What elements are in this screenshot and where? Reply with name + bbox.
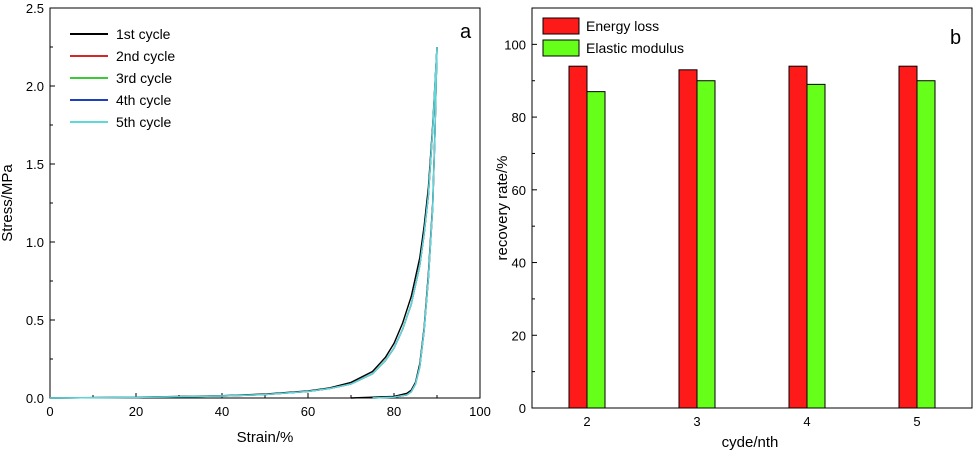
legend-swatch-energy-loss: [542, 17, 580, 35]
panel-b-x-axis-label: cyde/nth: [722, 434, 779, 451]
panel-b-bars-group: [568, 65, 936, 409]
legend-label-cycle-3: 3rd cycle: [116, 70, 172, 86]
panel-a-y-tick-label: 0.5: [26, 313, 44, 328]
panel-a-y-tick-label: 2.0: [26, 79, 44, 94]
panel-b-legend: Energy loss Elastic modulus: [542, 17, 684, 57]
panel-b-x-axis: 2 3 4 5: [583, 403, 921, 429]
panel-a-x-axis: 0 20 40 60 80 100: [46, 393, 491, 419]
bar-elastic-modulus-cycle-2: [586, 91, 606, 409]
panel-b-y-tick-label: 0: [519, 401, 526, 416]
panel-b-y-tick-label: 20: [512, 328, 526, 343]
panel-b-y-axis: 0 20 40 60 80 100: [504, 37, 537, 416]
series-line-cycle-4: [49, 46, 438, 399]
panel-a-y-tick-label: 2.5: [26, 1, 44, 16]
panel-a-y-tick-label: 0.0: [26, 391, 44, 406]
panel-a-x-tick-label: 0: [46, 404, 53, 419]
panel-a-label: a: [460, 21, 472, 43]
bar-energy-loss-cycle-5: [898, 65, 918, 409]
panel-b-x-tick-label: 3: [693, 414, 700, 429]
panel-a-x-tick-label: 20: [129, 404, 143, 419]
panel-b-y-tick-label: 40: [512, 256, 526, 271]
bar-energy-loss-cycle-3: [678, 69, 698, 409]
panel-b-recovery-rate-chart: 2 3 4 5 0 20 40 60 80 100 Energy loss Elastic mod…: [494, 7, 973, 451]
panel-a-x-tick-label: 60: [301, 404, 315, 419]
series-line-cycle-1: [49, 46, 438, 399]
panel-b-x-tick-label: 4: [803, 414, 810, 429]
bar-elastic-modulus-cycle-3: [696, 80, 716, 409]
bar-energy-loss-cycle-4: [788, 65, 808, 409]
legend-label-cycle-2: 2nd cycle: [116, 48, 175, 64]
legend-swatch-elastic-modulus: [542, 39, 580, 57]
bar-elastic-modulus-cycle-4: [806, 83, 826, 409]
panel-a-y-axis: 0.0 0.5 1.0 1.5 2.0 2.5: [26, 1, 55, 406]
panel-b-plot-frame: [531, 7, 973, 409]
panel-a-legend: 1st cycle 2nd cycle 3rd cycle 4th cycle 5th …: [70, 26, 175, 130]
panel-a-x-tick-label: 100: [469, 404, 491, 419]
bar-energy-loss-cycle-2: [568, 65, 588, 409]
series-line-cycle-2: [49, 46, 438, 399]
panel-b-y-tick-label: 100: [504, 37, 526, 52]
series-line-cycle-3: [49, 46, 438, 399]
panel-b-x-tick-label: 2: [583, 414, 590, 429]
panel-a-x-tick-label: 40: [215, 404, 229, 419]
series-line-cycle-5: [49, 46, 438, 399]
panel-b-y-tick-label: 60: [512, 183, 526, 198]
legend-label-cycle-4: 4th cycle: [116, 92, 171, 108]
panel-a-stress-strain-chart: 0 20 40 60 80 100 0.0 0.5 1.0 1.5 2.0 2.5 1st cycl…: [0, 1, 491, 446]
legend-label-cycle-1: 1st cycle: [116, 26, 171, 42]
panel-a-plot-frame: [49, 7, 481, 399]
legend-label-energy-loss: Energy loss: [586, 18, 659, 34]
panel-a-y-tick-label: 1.5: [26, 157, 44, 172]
panel-a-y-axis-label: Stress/MPa: [0, 164, 16, 242]
panel-b-label: b: [950, 27, 961, 49]
panel-a-x-tick-label: 80: [387, 404, 401, 419]
panel-b-x-tick-label: 5: [913, 414, 920, 429]
panel-b-y-tick-label: 80: [512, 110, 526, 125]
legend-label-cycle-5: 5th cycle: [116, 114, 171, 130]
panel-a-series-group: [49, 46, 438, 399]
bar-elastic-modulus-cycle-5: [916, 80, 936, 409]
panel-a-x-axis-label: Strain/%: [237, 429, 294, 446]
panel-a-y-tick-label: 1.0: [26, 235, 44, 250]
panel-b-y-axis-label: recovery rate/%: [494, 155, 511, 260]
legend-label-elastic-modulus: Elastic modulus: [586, 40, 684, 56]
